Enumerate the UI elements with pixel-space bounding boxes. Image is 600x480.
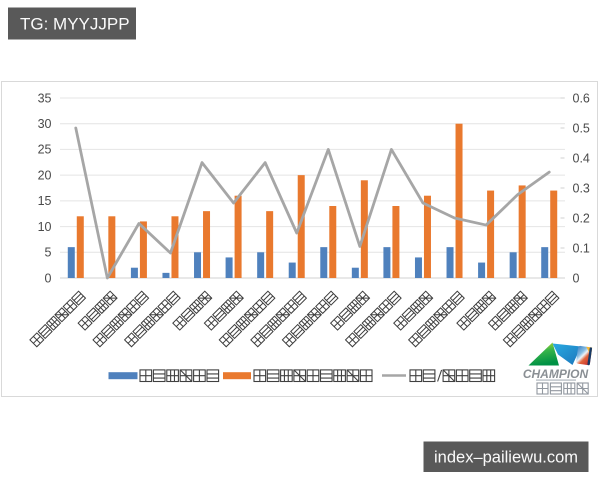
svg-text:CHAMPION: CHAMPION [523, 367, 589, 381]
svg-text:TG: MYYJJPP: TG: MYYJJPP [20, 15, 130, 34]
svg-text:0: 0 [573, 271, 580, 285]
svg-text:15: 15 [38, 194, 52, 208]
svg-text:0.4: 0.4 [573, 151, 590, 165]
svg-text:30: 30 [38, 117, 52, 131]
svg-text:5: 5 [45, 246, 52, 260]
svg-text:20: 20 [38, 168, 52, 182]
svg-text:0.6: 0.6 [573, 91, 590, 105]
svg-text:35: 35 [38, 91, 52, 105]
svg-text:0.5: 0.5 [573, 121, 590, 135]
svg-text:index–pailiewu.com: index–pailiewu.com [434, 449, 578, 467]
svg-text:0.3: 0.3 [573, 181, 590, 195]
svg-text:0: 0 [45, 271, 52, 285]
svg-text:0.1: 0.1 [573, 241, 590, 255]
svg-text:0.2: 0.2 [573, 211, 590, 225]
svg-text:25: 25 [38, 143, 52, 157]
svg-text:10: 10 [38, 220, 52, 234]
